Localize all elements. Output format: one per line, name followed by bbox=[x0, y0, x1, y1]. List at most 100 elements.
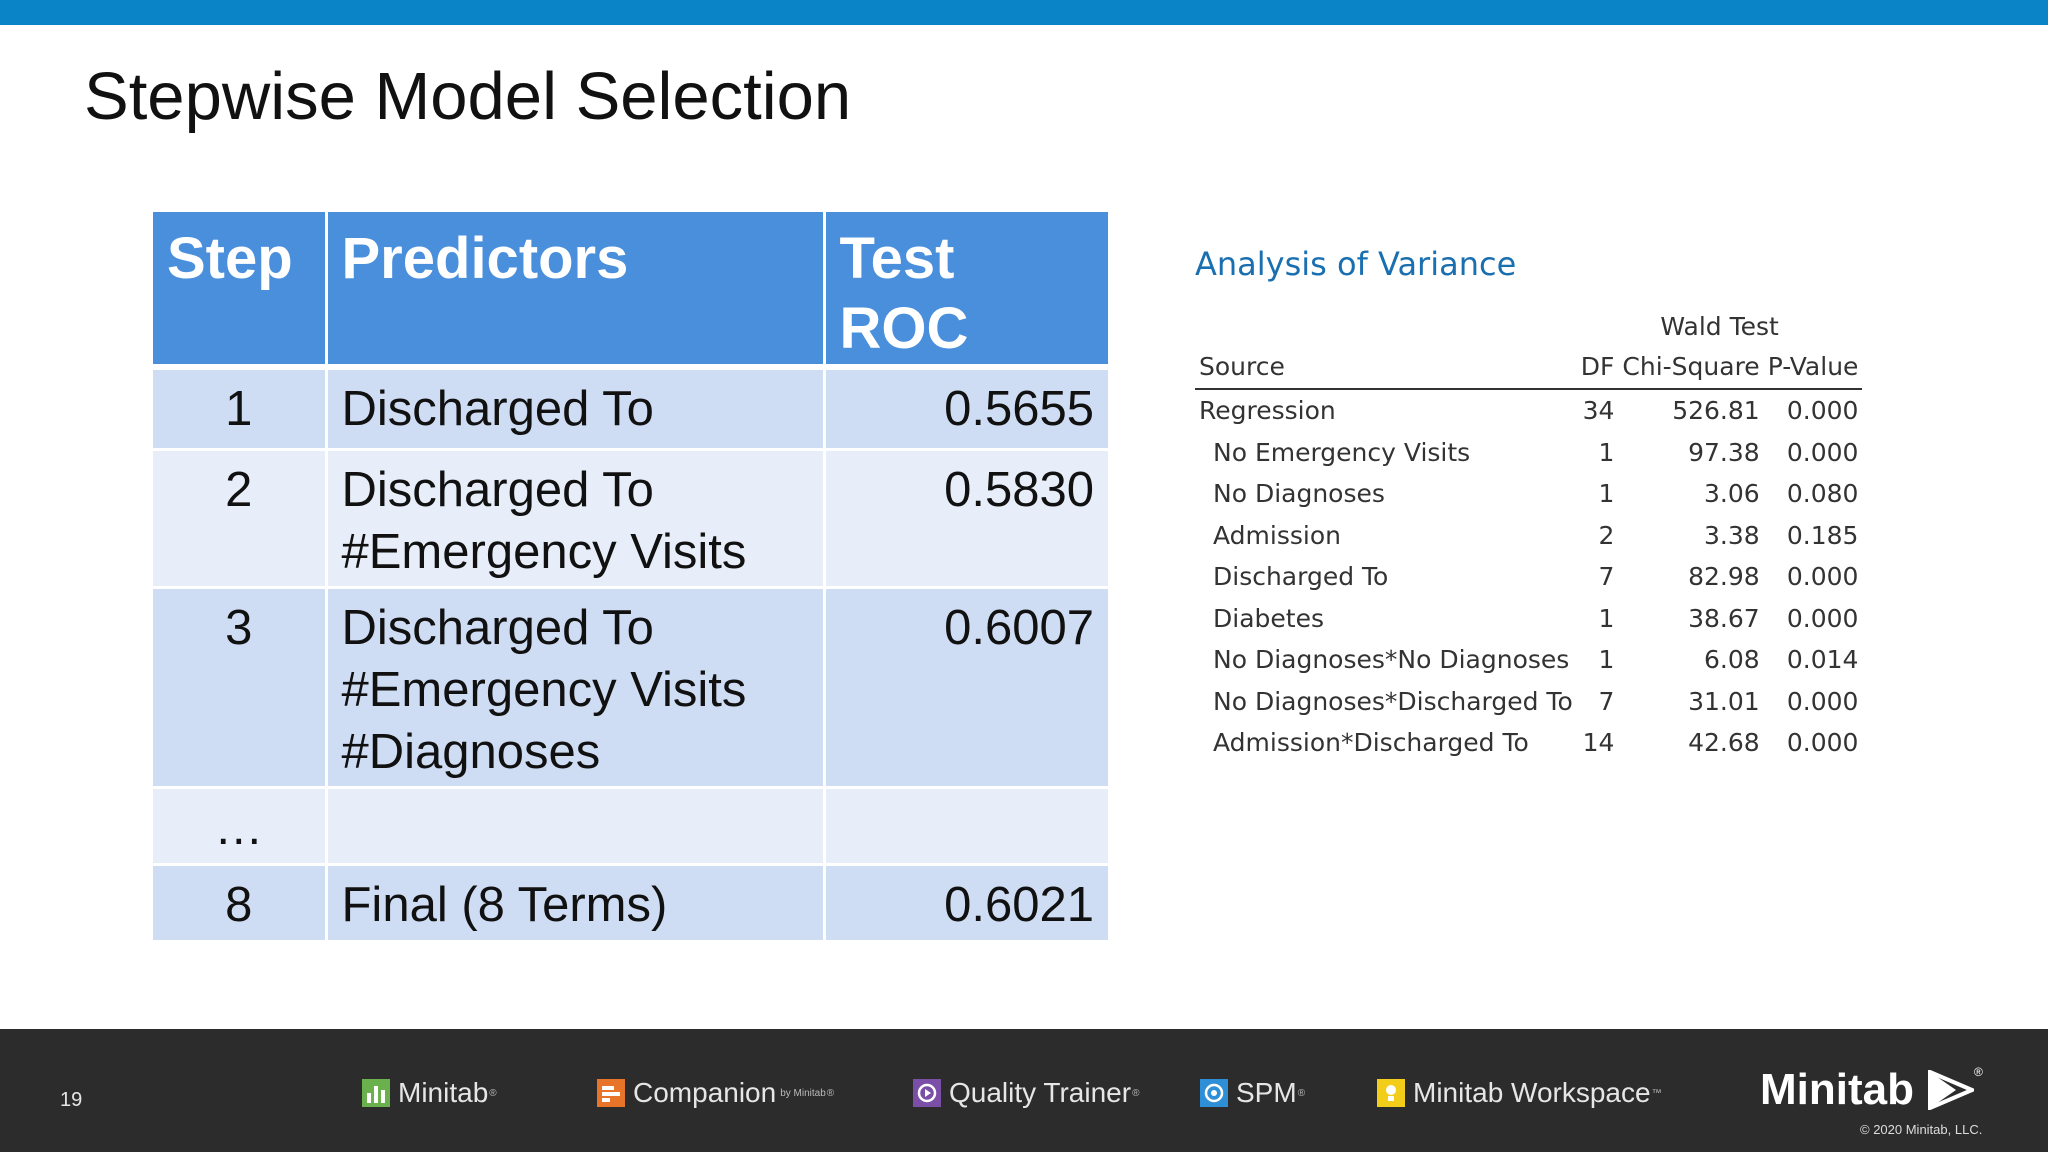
roc-cell: 0.6007 bbox=[824, 587, 1108, 789]
column-p-value: P-Value bbox=[1763, 346, 1863, 390]
p-value-cell: 0.000 bbox=[1786, 396, 1859, 425]
predictors-cell: Final (8 Terms) bbox=[326, 864, 826, 943]
df-cell: 1 bbox=[1598, 645, 1615, 674]
page-number: 19 bbox=[60, 1089, 83, 1111]
source-cell: Discharged To bbox=[1213, 562, 1389, 591]
anova-row: No Diagnoses 1 3.06 0.080 bbox=[1195, 473, 1862, 515]
df-cell: 7 bbox=[1598, 686, 1615, 716]
p-value-cell: 0.080 bbox=[1786, 479, 1859, 508]
header-step: Step bbox=[153, 212, 328, 370]
roc-cell: 0.6021 bbox=[824, 864, 1108, 943]
source-cell: No Diagnoses bbox=[1213, 479, 1385, 508]
wald-test-header: Wald Test bbox=[1660, 312, 1779, 341]
df-cell: 7 bbox=[1598, 562, 1615, 591]
table-row: 3 Discharged To #Emergency Visits #Diagn… bbox=[153, 587, 1108, 789]
minitab-brand-logo: Minitab ® bbox=[1760, 1065, 1983, 1114]
anova-row: Admission*Discharged To 14 42.68 0.000 bbox=[1195, 722, 1862, 764]
copyright-text: © 2020 Minitab, LLC. bbox=[1860, 1122, 1983, 1137]
anova-title: Analysis of Variance bbox=[1195, 245, 1517, 283]
table-row: … bbox=[153, 787, 1108, 866]
predictor: Discharged To bbox=[341, 382, 654, 436]
step-cell: 3 bbox=[153, 587, 328, 789]
chi-square-cell: 3.06 bbox=[1704, 479, 1760, 508]
chi-square-cell: 82.98 bbox=[1688, 562, 1760, 591]
table-row: 2 Discharged To #Emergency Visits 0.5830 bbox=[153, 449, 1108, 589]
step-cell: 1 bbox=[153, 367, 328, 451]
brand-name: Minitab bbox=[1760, 1065, 1914, 1114]
column-chi-square: Chi-Square bbox=[1618, 346, 1764, 390]
predictor: #Diagnoses bbox=[341, 724, 601, 779]
source-cell: Regression bbox=[1199, 396, 1336, 425]
product-label: SPM bbox=[1236, 1077, 1297, 1108]
stepwise-table-header: Step Predictors Test ROC bbox=[153, 212, 1108, 370]
stepwise-table: Step Predictors Test ROC 1 Discharged To… bbox=[153, 212, 1108, 943]
chi-square-cell: 42.68 bbox=[1688, 728, 1760, 757]
p-value-cell: 0.014 bbox=[1786, 645, 1859, 674]
table-row: 1 Discharged To 0.5655 bbox=[153, 367, 1108, 451]
header-test-roc: Test ROC bbox=[824, 212, 1108, 370]
predictor: Discharged To bbox=[341, 462, 654, 517]
column-df: DF bbox=[1576, 346, 1619, 390]
source-cell: Admission*Discharged To bbox=[1213, 728, 1529, 757]
column-source: Source bbox=[1195, 346, 1577, 390]
df-cell: 1 bbox=[1598, 603, 1615, 633]
table-row: 8 Final (8 Terms) 0.6021 bbox=[153, 864, 1108, 943]
anova-table: Wald Test Source DF Chi-Square P-Value R… bbox=[1195, 308, 1863, 764]
anova-row: No Diagnoses*Discharged To 7 31.01 0.000 bbox=[1195, 681, 1862, 723]
spm-icon bbox=[1200, 1079, 1228, 1107]
header-roc-line1: Test bbox=[839, 226, 955, 291]
df-cell: 34 bbox=[1582, 396, 1615, 425]
footer-bar: 19 Minitab ® Companion by Minitab ® Quality… bbox=[0, 1029, 2048, 1152]
step-cell: 2 bbox=[153, 449, 328, 589]
minitab-arrow-logo-icon bbox=[1927, 1070, 1974, 1110]
anova-row: No Emergency Visits 1 97.38 0.000 bbox=[1195, 432, 1862, 474]
product-companion: Companion by Minitab ® bbox=[597, 1077, 834, 1109]
header-predictors: Predictors bbox=[326, 212, 826, 370]
roc-cell: 0.5830 bbox=[824, 449, 1108, 589]
p-value-cell: 0.000 bbox=[1786, 437, 1859, 467]
source-cell: No Diagnoses*Discharged To bbox=[1213, 686, 1573, 716]
source-cell: No Diagnoses*No Diagnoses bbox=[1213, 645, 1570, 674]
product-label: Quality Trainer bbox=[949, 1077, 1132, 1108]
source-cell: Admission bbox=[1213, 520, 1341, 550]
product-minitab: Minitab ® bbox=[362, 1077, 497, 1109]
top-accent-bar bbox=[0, 0, 2048, 25]
anova-column-header-row: Source DF Chi-Square P-Value bbox=[1195, 346, 1863, 390]
step-cell: 8 bbox=[153, 864, 328, 943]
source-cell: Diabetes bbox=[1213, 603, 1324, 633]
product-minitab-workspace: Minitab Workspace ™ bbox=[1377, 1077, 1662, 1109]
df-cell: 14 bbox=[1582, 728, 1615, 757]
anova-row: Regression 34 526.81 0.000 bbox=[1195, 389, 1862, 432]
predictor: Final (8 Terms) bbox=[341, 877, 668, 932]
source-cell: No Emergency Visits bbox=[1213, 437, 1471, 467]
chi-square-cell: 6.08 bbox=[1704, 645, 1760, 674]
product-quality-trainer: Quality Trainer ® bbox=[913, 1077, 1139, 1109]
header-roc-line2: ROC bbox=[839, 296, 969, 361]
companion-icon bbox=[597, 1079, 625, 1107]
workspace-icon bbox=[1377, 1079, 1405, 1107]
roc-cell bbox=[824, 787, 1108, 866]
chi-square-cell: 526.81 bbox=[1672, 396, 1760, 425]
anova-group-header-row: Wald Test bbox=[1195, 308, 1862, 346]
quality-trainer-icon bbox=[913, 1079, 941, 1107]
predictors-cell: Discharged To #Emergency Visits #Diagnos… bbox=[326, 587, 826, 789]
product-label: Minitab Workspace bbox=[1413, 1077, 1651, 1108]
product-label: Companion bbox=[633, 1077, 777, 1108]
p-value-cell: 0.185 bbox=[1786, 520, 1859, 550]
product-label: Minitab bbox=[398, 1077, 489, 1108]
df-cell: 1 bbox=[1598, 479, 1615, 508]
predictor: #Emergency Visits bbox=[341, 662, 747, 717]
df-cell: 1 bbox=[1598, 437, 1615, 467]
product-spm: SPM ® bbox=[1200, 1077, 1305, 1109]
chi-square-cell: 97.38 bbox=[1688, 437, 1760, 467]
p-value-cell: 0.000 bbox=[1786, 603, 1859, 633]
anova-row: No Diagnoses*No Diagnoses 1 6.08 0.014 bbox=[1195, 639, 1862, 681]
p-value-cell: 0.000 bbox=[1786, 686, 1859, 716]
anova-row: Diabetes 1 38.67 0.000 bbox=[1195, 598, 1862, 640]
predictors-cell: Discharged To bbox=[326, 367, 826, 451]
p-value-cell: 0.000 bbox=[1786, 728, 1859, 757]
slide-title: Stepwise Model Selection bbox=[84, 59, 852, 134]
step-cell: … bbox=[153, 787, 328, 866]
predictor: Discharged To bbox=[341, 600, 654, 655]
predictor: #Emergency Visits bbox=[341, 524, 747, 579]
